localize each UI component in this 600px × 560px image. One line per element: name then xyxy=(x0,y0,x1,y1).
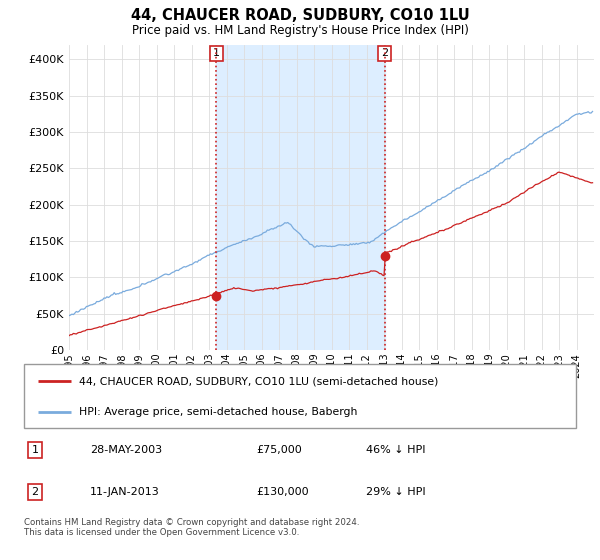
Text: 2: 2 xyxy=(31,487,38,497)
FancyBboxPatch shape xyxy=(24,364,576,428)
Text: 44, CHAUCER ROAD, SUDBURY, CO10 1LU (semi-detached house): 44, CHAUCER ROAD, SUDBURY, CO10 1LU (sem… xyxy=(79,376,439,386)
Text: £75,000: £75,000 xyxy=(256,445,302,455)
Text: 1: 1 xyxy=(32,445,38,455)
Text: 29% ↓ HPI: 29% ↓ HPI xyxy=(366,487,426,497)
Text: 44, CHAUCER ROAD, SUDBURY, CO10 1LU: 44, CHAUCER ROAD, SUDBURY, CO10 1LU xyxy=(131,8,469,24)
Text: HPI: Average price, semi-detached house, Babergh: HPI: Average price, semi-detached house,… xyxy=(79,407,358,417)
Text: 1: 1 xyxy=(213,48,220,58)
Text: Price paid vs. HM Land Registry's House Price Index (HPI): Price paid vs. HM Land Registry's House … xyxy=(131,24,469,36)
Text: 28-MAY-2003: 28-MAY-2003 xyxy=(90,445,163,455)
Text: 11-JAN-2013: 11-JAN-2013 xyxy=(90,487,160,497)
Text: 46% ↓ HPI: 46% ↓ HPI xyxy=(366,445,426,455)
Text: 2: 2 xyxy=(381,48,388,58)
Bar xyxy=(217,45,385,350)
Text: Contains HM Land Registry data © Crown copyright and database right 2024.
This d: Contains HM Land Registry data © Crown c… xyxy=(24,518,359,538)
Text: £130,000: £130,000 xyxy=(256,487,308,497)
